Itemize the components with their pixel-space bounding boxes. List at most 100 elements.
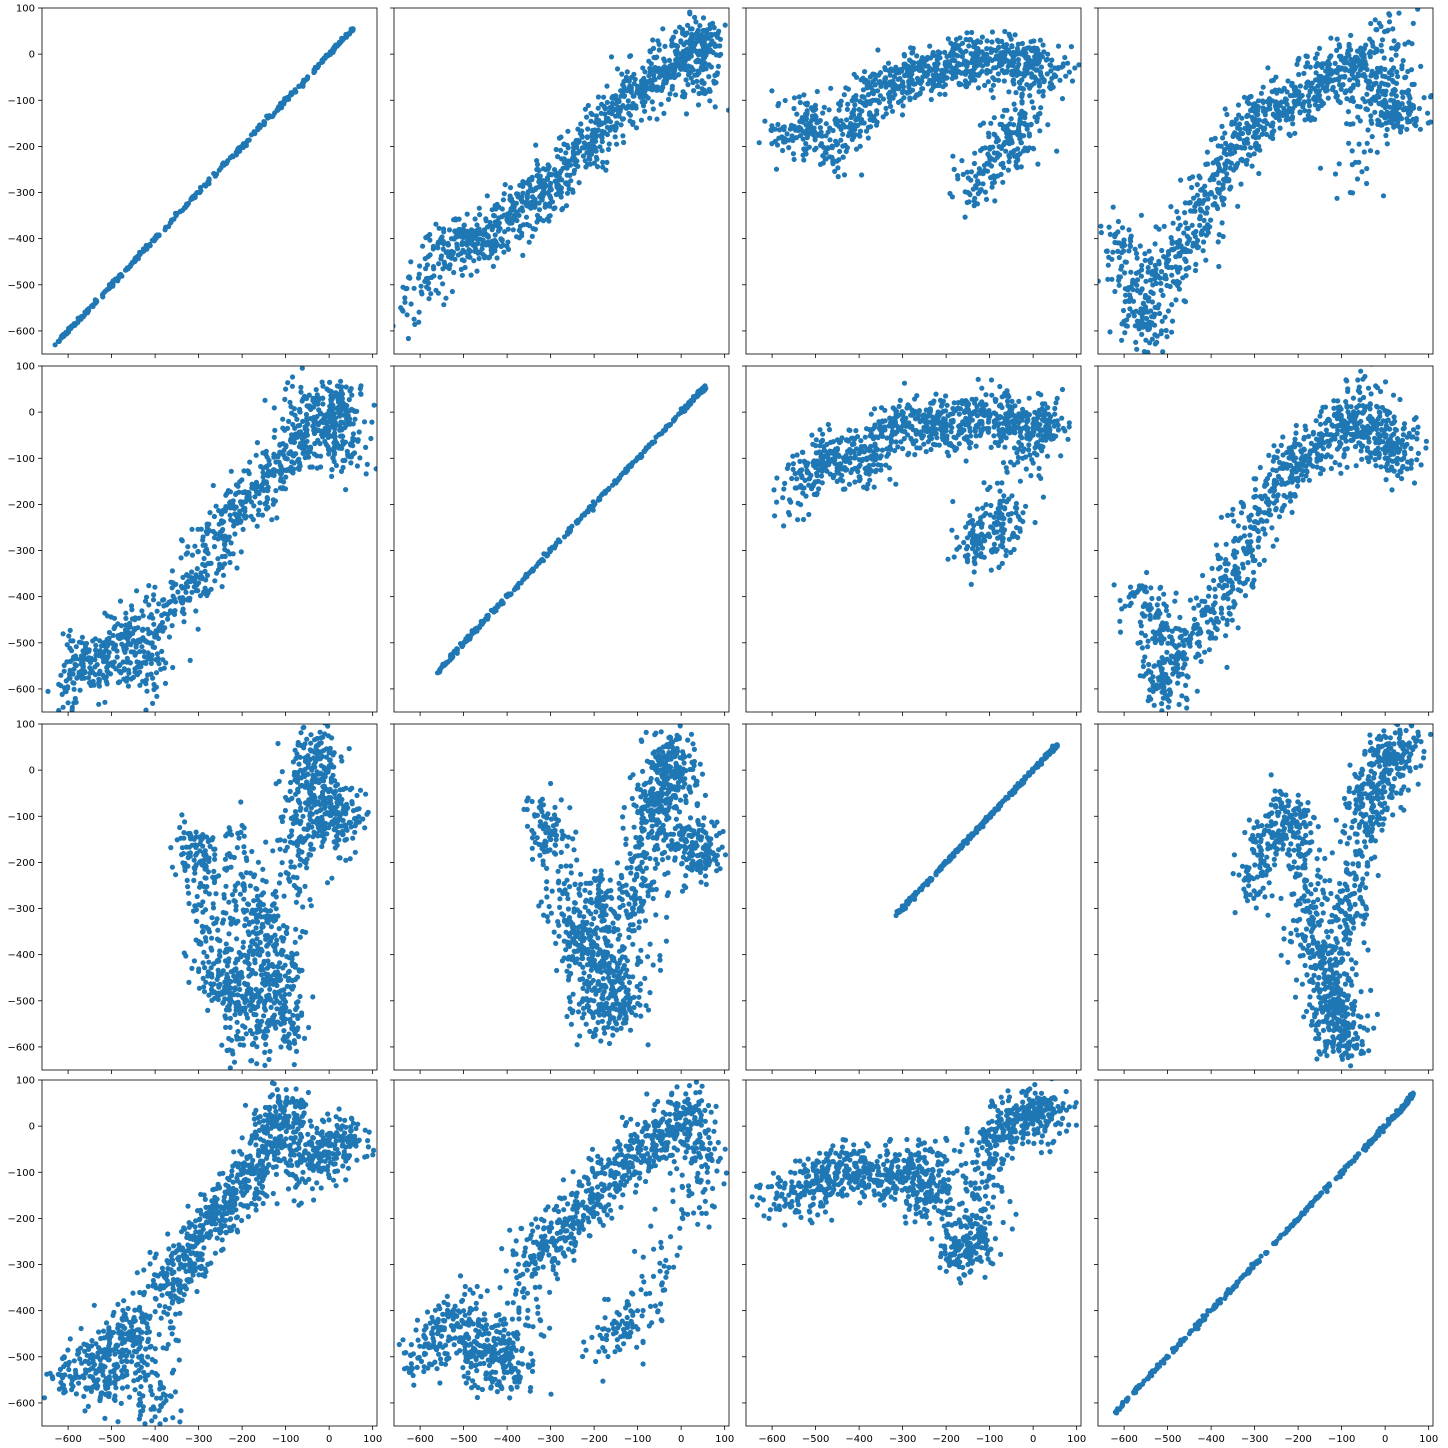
scatter-point <box>1205 196 1211 202</box>
scatter-point <box>1339 74 1345 80</box>
scatter-point <box>1372 17 1378 23</box>
scatter-point <box>471 258 477 264</box>
scatter-point <box>1022 66 1028 72</box>
scatter-point <box>85 655 92 661</box>
scatter-point <box>306 392 312 398</box>
scatter-point <box>1008 137 1015 143</box>
scatter-point <box>532 226 539 232</box>
scatter-point <box>355 438 361 444</box>
scatter-point <box>1057 77 1063 83</box>
scatter-point <box>73 662 79 669</box>
scatter-point <box>1383 132 1389 139</box>
scatter-point <box>1236 112 1242 118</box>
scatter-point <box>1355 114 1361 120</box>
scatter-point <box>1169 238 1175 244</box>
scatter-point <box>445 242 451 248</box>
scatter-point <box>1391 124 1397 130</box>
scatter-point <box>1403 74 1409 80</box>
scatter-point <box>171 611 178 618</box>
scatter-point <box>1340 82 1346 88</box>
scatter-point <box>235 483 241 489</box>
scatter-point <box>1230 133 1236 139</box>
scatter-point <box>1236 121 1243 127</box>
scatter-point <box>620 82 626 88</box>
scatter-point <box>823 121 829 127</box>
scatter-point <box>1212 194 1218 200</box>
scatter-point <box>440 281 446 287</box>
scatter-point <box>428 274 435 281</box>
scatter-point <box>973 173 979 179</box>
scatter-point <box>304 76 310 82</box>
scatter-point <box>867 98 873 104</box>
scatter-point <box>435 245 441 251</box>
scatter-point <box>892 83 899 89</box>
scatter-point <box>75 315 81 321</box>
scatter-point <box>1181 298 1187 304</box>
scatter-point <box>649 83 655 89</box>
scatter-point <box>1011 101 1017 107</box>
scatter-point <box>1286 105 1292 111</box>
scatter-point <box>887 99 893 105</box>
scatter-point <box>575 519 581 526</box>
scatter-point <box>1306 103 1313 109</box>
scatter-point <box>995 77 1002 83</box>
scatter-point <box>564 190 571 196</box>
scatter-point <box>988 175 994 181</box>
scatter-point <box>595 497 602 503</box>
scatter-point <box>300 450 306 456</box>
scatter-point <box>147 243 153 249</box>
scatter-point <box>1128 269 1134 275</box>
scatter-point <box>1019 100 1025 106</box>
scatter-point <box>299 436 306 442</box>
scatter-point <box>1364 91 1370 97</box>
scatter-point <box>623 74 630 80</box>
scatter-point <box>769 141 775 147</box>
data-point <box>1382 111 1388 117</box>
scatter-point <box>524 221 530 228</box>
scatter-point <box>1324 61 1330 67</box>
scatter-point <box>901 95 907 101</box>
scatter-point <box>67 645 73 651</box>
scatter-point <box>1330 78 1336 84</box>
scatter-point <box>582 106 589 112</box>
scatter-point <box>125 667 132 673</box>
scatter-point <box>1139 262 1145 269</box>
scatter-point <box>695 84 701 90</box>
scatter-point <box>1246 127 1252 133</box>
scatter-point <box>909 71 915 77</box>
scatter-point <box>1034 51 1040 57</box>
scatter-point <box>70 671 76 677</box>
scatter-point <box>426 296 432 302</box>
scatter-point <box>995 45 1002 51</box>
scatter-point <box>582 145 588 151</box>
scatter-point <box>64 642 70 648</box>
scatter-point <box>1160 292 1166 298</box>
data-point <box>350 26 356 32</box>
scatter-point <box>310 423 316 429</box>
scatter-point <box>599 101 605 107</box>
scatter-point <box>1222 106 1228 112</box>
scatter-point <box>167 608 173 614</box>
scatter-point <box>955 176 961 182</box>
scatter-point <box>519 205 525 211</box>
scatter-point <box>1249 114 1255 120</box>
scatter-point <box>897 67 903 73</box>
scatter-point <box>1215 239 1221 245</box>
scatter-point <box>1019 93 1025 100</box>
scatter-point <box>156 661 162 667</box>
data-point <box>635 88 641 94</box>
scatter-point <box>588 110 594 116</box>
scatter-point <box>553 170 559 176</box>
scatter-point <box>251 503 257 509</box>
scatter-point <box>1338 86 1344 92</box>
y-tick-label: 100 <box>16 4 35 15</box>
scatter-point <box>568 178 574 184</box>
scatter-point <box>146 583 152 589</box>
scatter-point <box>66 633 72 639</box>
scatter-point <box>1000 54 1007 60</box>
scatter-point <box>1169 329 1175 335</box>
scatter-point <box>124 265 130 271</box>
scatter-point <box>195 626 201 632</box>
scatter-point <box>692 72 698 78</box>
scatter-point <box>140 613 146 619</box>
